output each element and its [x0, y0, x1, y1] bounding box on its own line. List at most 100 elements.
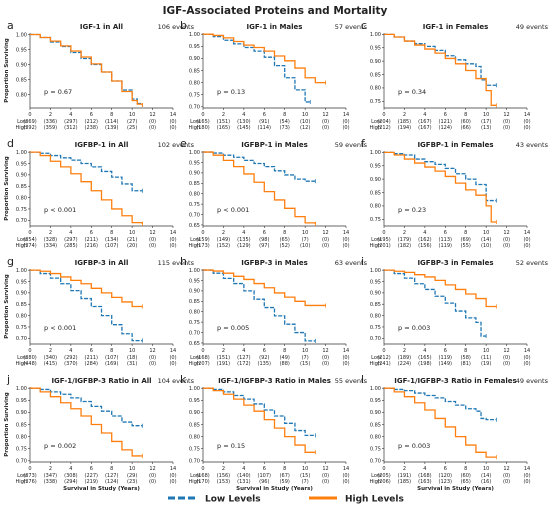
x-tick-label: 10 [129, 348, 135, 354]
risk-count-low: (292) [64, 355, 77, 361]
p-value: p = 0.003 [398, 442, 430, 450]
risk-count-low: (10) [300, 119, 310, 125]
x-tick-label: 0 [28, 112, 31, 118]
risk-count-low: (156) [217, 473, 230, 479]
x-tick-label: 4 [423, 348, 426, 354]
x-tick-label: 12 [322, 112, 328, 118]
y-tick-label: 0.80 [16, 92, 27, 98]
panel-letter: b [180, 19, 187, 32]
panel-title: IGFBP-1 in Males [241, 141, 308, 149]
risk-count-low: (162) [418, 237, 431, 243]
x-tick-label: 4 [242, 230, 245, 236]
risk-count-low: (127) [105, 473, 118, 479]
series-low-curve [30, 151, 143, 192]
risk-count-low: (114) [105, 119, 118, 125]
y-tick-label: 0.80 [189, 310, 200, 316]
y-tick-label: 0.70 [189, 459, 200, 465]
risk-count-low: (135) [237, 237, 250, 243]
y-tick-label: 0.75 [370, 217, 381, 223]
panel-b: b IGF-1 in Males 57 events 0.70 0.75 0.80 0.85… [180, 19, 368, 131]
y-tick-label: 0.85 [16, 302, 27, 308]
risk-count-high: (170) [196, 479, 209, 485]
risk-count-high: (119) [439, 243, 452, 249]
panel-title: IGF-1/IGFBP-3 Ratio in Females [394, 377, 516, 385]
y-tick-label: 0.90 [16, 62, 27, 68]
risk-count-low: (65) [280, 237, 290, 243]
risk-count-low: (205) [377, 473, 390, 479]
risk-count-low: (0) [169, 119, 176, 125]
x-tick-label: 8 [464, 112, 467, 118]
x-tick-label: 0 [382, 230, 385, 236]
x-tick-label: 4 [242, 348, 245, 354]
risk-count-high: (206) [377, 479, 390, 485]
y-tick-label: 1.00 [370, 386, 381, 392]
series-high-curve [30, 33, 144, 105]
panel-g: g IGFBP-3 in All 115 events 0.70 0.75 0.80 0.8… [4, 255, 195, 367]
x-tick-label: 10 [129, 112, 135, 118]
panel-letter: f [361, 137, 366, 150]
y-axis-title: Proportion Surviving [4, 38, 10, 103]
x-tick-label: 2 [403, 348, 406, 354]
risk-count-high: (97) [259, 243, 269, 249]
x-tick-label: 12 [503, 348, 509, 354]
x-tick-label: 4 [242, 466, 245, 472]
risk-count-low: (27) [127, 119, 137, 125]
p-value: p < 0.001 [44, 324, 76, 332]
risk-count-high: (167) [418, 125, 431, 131]
y-tick-label: 0.65 [189, 223, 200, 229]
risk-count-high: (96) [259, 479, 269, 485]
risk-count-high: (169) [105, 361, 118, 367]
x-tick-label: 10 [302, 466, 308, 472]
p-value: p = 0.003 [398, 324, 430, 332]
y-tick-label: 1.00 [370, 150, 381, 156]
x-tick-label: 4 [423, 230, 426, 236]
risk-count-high: (131) [237, 479, 250, 485]
risk-count-low: (191) [398, 473, 411, 479]
y-tick-label: 0.85 [370, 72, 381, 78]
risk-count-low: (120) [439, 473, 452, 479]
risk-count-low: (168) [196, 355, 209, 361]
y-tick-label: 0.95 [370, 398, 381, 404]
x-tick-label: 10 [483, 230, 489, 236]
risk-count-high: (65) [461, 479, 471, 485]
risk-count-high: (59) [280, 479, 290, 485]
y-tick-label: 0.80 [16, 195, 27, 201]
risk-count-low: (373) [23, 473, 36, 479]
panel-i: i IGFBP-3 in Females 52 events 0.70 0.75 0.80… [361, 255, 549, 367]
y-tick-label: 0.95 [16, 47, 27, 53]
x-tick-label: 6 [263, 112, 266, 118]
x-tick-label: 14 [343, 230, 349, 236]
y-tick-label: 0.75 [370, 446, 381, 452]
risk-count-low: (0) [503, 237, 510, 243]
risk-count-high: (73) [280, 125, 290, 131]
series-high-curve [384, 33, 497, 106]
risk-count-low: (0) [149, 119, 156, 125]
y-tick-label: 0.70 [189, 105, 200, 111]
panel-title: IGFBP-3 in Females [417, 259, 493, 267]
y-axis-title: Proportion Surviving [4, 392, 10, 457]
risk-count-low: (0) [322, 355, 329, 361]
panel-letter: l [361, 373, 364, 386]
risk-count-high: (182) [398, 243, 411, 249]
x-tick-label: 14 [170, 466, 176, 472]
risk-count-high: (0) [169, 479, 176, 485]
panel-events: 115 events [158, 259, 195, 267]
y-tick-label: 0.90 [189, 289, 200, 295]
p-value: p = 0.002 [44, 442, 76, 450]
y-tick-label: 0.70 [16, 336, 27, 342]
risk-count-high: (219) [85, 479, 98, 485]
panel-title: IGF-1/IGFBP-3 Ratio in All [51, 377, 151, 385]
series-low-curve [30, 387, 143, 427]
y-tick-label: 1.00 [16, 32, 27, 38]
series-high-curve [203, 151, 317, 224]
risk-count-low: (195) [377, 237, 390, 243]
p-value: p = 0.15 [217, 442, 245, 450]
panel-d: d IGFBP-1 in All 102 events 0.70 0.75 0.80 0.8… [4, 137, 195, 249]
x-tick-label: 8 [464, 230, 467, 236]
x-tick-label: 10 [483, 348, 489, 354]
risk-count-low: (130) [237, 119, 250, 125]
risk-count-low: (0) [523, 355, 530, 361]
y-tick-label: 0.80 [189, 434, 200, 440]
risk-count-high: (0) [523, 361, 530, 367]
y-tick-label: 0.85 [16, 77, 27, 83]
